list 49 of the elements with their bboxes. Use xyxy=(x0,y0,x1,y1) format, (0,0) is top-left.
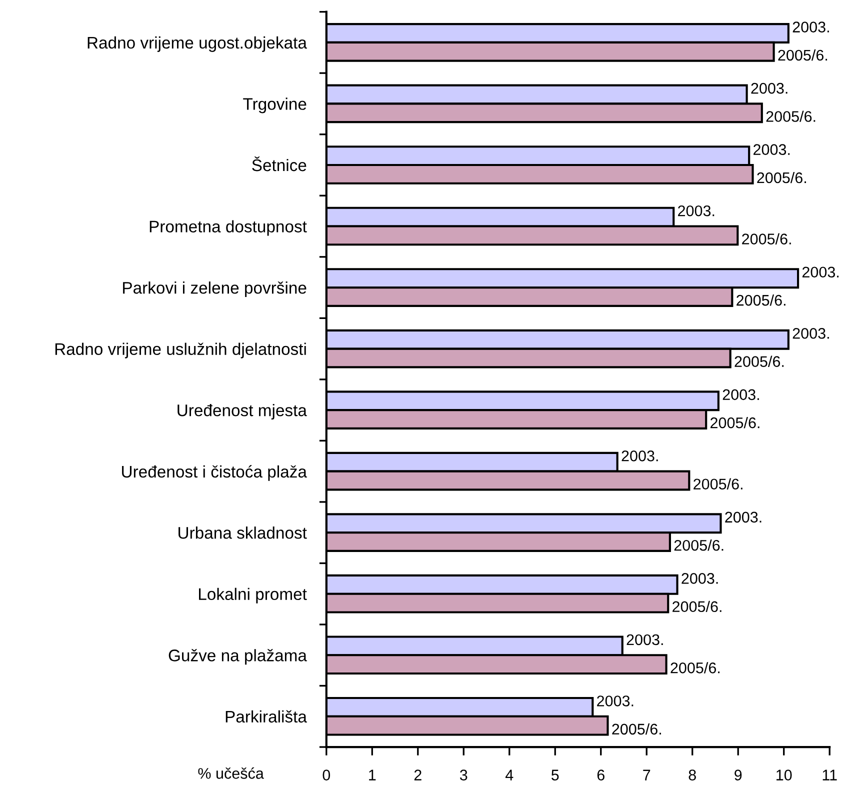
text: 2003. xyxy=(722,389,759,400)
y-tick-label: Trgovine xyxy=(243,98,306,114)
x-tick-label: 8 xyxy=(688,770,696,780)
text: 2003. xyxy=(792,328,829,339)
y-tick-label: Parkovi i zelene površine xyxy=(123,281,306,298)
text: 2003. xyxy=(802,266,839,278)
series-label: 2003. xyxy=(754,144,790,155)
x-tick-label: 4 xyxy=(505,770,514,780)
text: 2005/6. xyxy=(612,723,661,735)
x-tick-label: 7 xyxy=(643,770,650,780)
text: 2003. xyxy=(626,634,663,646)
x-axis-title: % učešća xyxy=(198,767,264,779)
text: 2005/6. xyxy=(694,478,742,490)
text: 2005/6. xyxy=(766,110,816,122)
text: 2005/6. xyxy=(672,600,722,612)
x-tick-label: 1 xyxy=(369,770,376,780)
text: 2005/6. xyxy=(674,540,724,551)
y-tick-label: Radno vrijeme uslužnih djelatnosti xyxy=(55,342,306,358)
text: 2003. xyxy=(751,82,788,94)
text: 2003. xyxy=(622,450,658,462)
y-tick-label: Radno vrijeme ugost.objekata xyxy=(88,36,307,52)
series-label: 2005/6. xyxy=(757,172,806,184)
y-tick-label: Uređenost mjesta xyxy=(178,404,307,420)
text: 2003. xyxy=(725,512,762,523)
y-tick-label: Gužve na plažama xyxy=(168,649,307,665)
x-tick-label: 6 xyxy=(597,770,604,780)
y-tick-label: Urbana skladnost xyxy=(178,526,307,539)
y-tick-label: Lokalni promet xyxy=(199,588,307,604)
x-tick-label: 11 xyxy=(822,770,837,780)
text: 2003. xyxy=(792,22,829,32)
x-tick-label: 10 xyxy=(776,770,792,780)
x-tick-label: 9 xyxy=(734,770,742,780)
y-tick-label: Prometna dostupnost xyxy=(150,220,307,236)
x-tick-label: 5 xyxy=(551,770,559,780)
text: 2005/6. xyxy=(710,417,760,428)
x-tick-label: 2 xyxy=(414,770,422,780)
y-tick-label: Uređenost i čistoća plaža xyxy=(122,465,307,481)
y-tick-label: Parkirališta xyxy=(226,710,307,723)
text: 2003. xyxy=(682,573,718,584)
text: 2005/6. xyxy=(742,233,791,244)
text: 2005/6. xyxy=(736,294,786,306)
text: 2003. xyxy=(597,696,634,706)
y-tick-label: Šetnice xyxy=(252,156,306,172)
text: 2005/6. xyxy=(778,49,828,61)
text: 2005/6. xyxy=(670,662,720,674)
text: 2003. xyxy=(678,205,714,216)
text: 2005/6. xyxy=(734,356,784,367)
x-tick-label: 3 xyxy=(460,770,468,780)
x-tick-label: 0 xyxy=(322,770,330,780)
